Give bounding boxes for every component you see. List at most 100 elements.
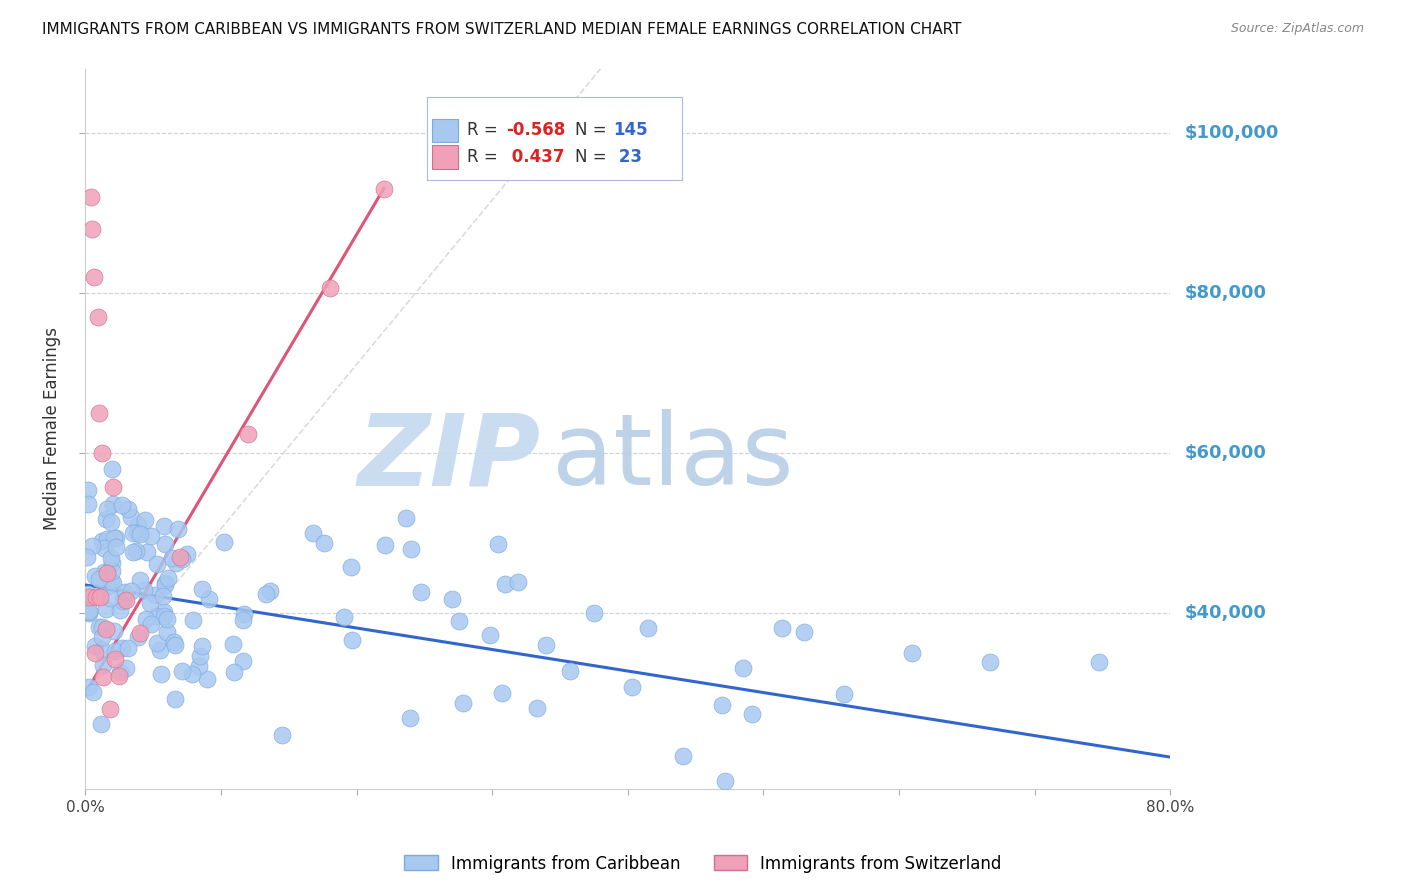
Text: $100,000: $100,000 [1184,124,1278,142]
Point [80,539,103,553]
Point [163,691,186,706]
Point [77,606,100,620]
Point [711,698,734,712]
Point [91,658,114,673]
Point [731,661,754,675]
Point [129,573,152,587]
Point [83,269,105,284]
Point [153,609,176,624]
Point [111,499,134,513]
Point [82,221,104,235]
Point [494,576,516,591]
Point [340,560,363,574]
Point [103,497,125,511]
Point [491,685,513,699]
Point [136,545,159,559]
Point [82,685,104,699]
Point [114,584,136,599]
Point [104,651,127,665]
Point [741,706,763,721]
Point [100,551,122,566]
Point [582,606,605,620]
Point [979,655,1001,669]
Point [101,564,124,578]
Point [145,636,167,650]
Point [232,613,254,627]
Point [100,462,122,476]
Point [93,541,115,555]
Point [169,549,191,564]
Point [112,591,135,605]
Point [145,609,167,624]
Point [451,696,474,710]
Point [128,626,150,640]
Point [333,609,356,624]
Point [77,483,100,498]
Point [165,556,187,570]
Point [84,639,107,653]
Point [479,628,502,642]
Point [153,537,176,551]
Point [153,578,176,592]
Text: ZIP: ZIP [359,409,541,506]
Point [134,513,156,527]
Point [834,687,856,701]
Point [98,702,121,716]
Text: IMMIGRANTS FROM CARIBBEAN VS IMMIGRANTS FROM SWITZERLAND MEDIAN FEMALE EARNINGS : IMMIGRANTS FROM CARIBBEAN VS IMMIGRANTS … [42,22,962,37]
Point [98,591,121,606]
Point [222,637,245,651]
Point [100,573,122,587]
Point [90,620,112,634]
Point [155,575,177,590]
Point [104,531,127,545]
Point [141,529,163,543]
Point [212,534,235,549]
Point [156,625,179,640]
Point [236,426,259,441]
Point [155,612,177,626]
Point [259,584,281,599]
Point [108,665,131,679]
Point [318,281,340,295]
Point [536,638,558,652]
Point [96,566,118,580]
Text: $40,000: $40,000 [1184,604,1265,622]
Point [302,525,325,540]
Text: $80,000: $80,000 [1184,284,1267,301]
Point [146,557,169,571]
Point [166,522,188,536]
Point [76,497,98,511]
Point [143,588,166,602]
Point [87,406,110,420]
Point [172,664,194,678]
Point [135,612,157,626]
Point [340,633,363,648]
Y-axis label: Median Female Earnings: Median Female Earnings [44,327,60,531]
Point [153,518,176,533]
Point [108,603,131,617]
Point [90,716,112,731]
Point [233,607,256,621]
Point [191,582,214,596]
Point [254,587,277,601]
Point [79,590,101,604]
Point [373,181,395,195]
Point [191,639,214,653]
Point [127,517,149,532]
Point [197,672,219,686]
Point [101,575,124,590]
Point [152,605,174,619]
Point [87,620,110,634]
Point [90,446,112,460]
Point [188,649,211,664]
Point [122,545,145,559]
Point [312,535,335,549]
Point [77,680,100,694]
Point [87,572,110,586]
Point [104,540,127,554]
Point [125,544,148,558]
Point [270,729,292,743]
Point [139,617,162,632]
Point [508,575,530,590]
Point [793,625,815,640]
